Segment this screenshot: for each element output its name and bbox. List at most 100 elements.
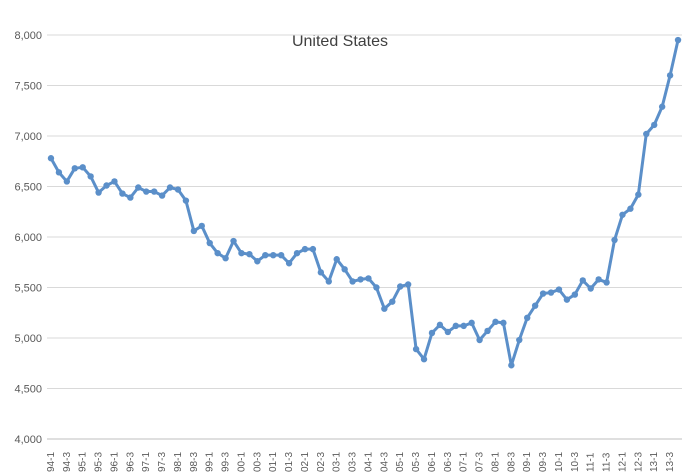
- x-tick-label: 00-1: [236, 452, 247, 472]
- data-point-03-4: [357, 276, 364, 283]
- x-tick-label: 09-3: [538, 452, 549, 472]
- x-tick-label: 98-1: [173, 452, 184, 472]
- data-point-01-4: [293, 249, 301, 257]
- x-tick-label: 99-1: [205, 452, 216, 472]
- data-point-08-1: [492, 318, 499, 326]
- data-point-11-4: [611, 236, 618, 244]
- data-point-95-3: [95, 189, 102, 196]
- data-point-07-3: [476, 336, 483, 344]
- x-tick-label: 08-1: [490, 452, 501, 472]
- data-point-04-4: [389, 298, 396, 305]
- x-tick-label: 10-1: [554, 452, 565, 472]
- x-tick-label: 97-1: [141, 452, 152, 472]
- y-tick-label: 6,000: [14, 232, 42, 244]
- data-point-00-1: [238, 249, 245, 257]
- x-axis-ticks: 94-1 94-3 95-1 95-3 96-1 96-3 97-1 97-3 98-1 98-3…: [46, 452, 676, 472]
- series-line: [49, 39, 680, 367]
- data-point-00-4: [262, 251, 269, 259]
- x-tick-label: 02-3: [316, 452, 327, 472]
- data-point-98-1: [174, 186, 182, 193]
- x-tick-label: 05-1: [395, 452, 406, 472]
- y-tick-label: 7,000: [14, 131, 42, 143]
- data-point-00-3: [254, 258, 261, 265]
- x-tick-label: 13-1: [649, 452, 660, 472]
- x-tick-label: 07-1: [459, 452, 470, 472]
- data-point-02-4: [325, 278, 332, 285]
- x-tick-label: 95-3: [94, 452, 105, 472]
- y-tick-label: 4,500: [14, 384, 42, 396]
- x-tick-label: 98-3: [189, 452, 200, 472]
- data-point-98-2: [182, 197, 190, 204]
- data-point-96-2: [119, 190, 126, 197]
- x-tick-label: 01-1: [268, 452, 279, 472]
- data-point-06-2: [436, 321, 444, 329]
- data-point-94-2: [55, 169, 63, 176]
- data-point-12-2: [627, 205, 634, 212]
- data-point-99-3: [222, 255, 229, 262]
- data-point-13-4: [674, 36, 682, 44]
- data-point-95-1: [79, 164, 86, 171]
- data-point-97-1: [143, 188, 150, 195]
- x-tick-label: 04-1: [363, 452, 374, 472]
- data-point-09-2: [531, 302, 539, 309]
- data-point-08-2: [500, 319, 507, 327]
- x-tick-label: 02-1: [300, 452, 311, 472]
- data-point-98-3: [190, 227, 198, 235]
- data-point-11-2: [595, 276, 602, 283]
- y-tick-label: 7,500: [14, 81, 42, 93]
- data-point-04-2: [373, 284, 380, 291]
- y-axis-ticks: 4,000 4,500 5,000 5,500 6,000 6,500 7,000 7,500…: [14, 30, 42, 446]
- data-point-98-4: [198, 222, 205, 230]
- data-point-12-3: [635, 191, 642, 198]
- data-point-02-3: [317, 269, 325, 276]
- data-point-09-3: [539, 290, 547, 297]
- x-tick-label: 94-3: [62, 452, 73, 472]
- data-point-99-4: [230, 237, 237, 245]
- x-tick-label: 13-3: [665, 452, 676, 472]
- data-point-03-2: [341, 266, 348, 273]
- data-point-94-4: [71, 165, 78, 172]
- data-point-06-3: [444, 328, 452, 336]
- x-tick-label: 11-1: [586, 452, 597, 472]
- data-point-05-4: [420, 356, 428, 363]
- x-tick-label: 99-3: [221, 452, 232, 472]
- data-point-10-3: [571, 291, 579, 298]
- data-point-07-4: [484, 327, 491, 335]
- x-tick-label: 05-3: [411, 452, 422, 472]
- data-point-12-4: [643, 130, 650, 138]
- data-point-97-3: [158, 192, 166, 199]
- x-tick-label: 11-3: [602, 452, 613, 472]
- y-tick-label: 8,000: [14, 30, 42, 42]
- x-tick-label: 06-3: [443, 452, 454, 472]
- data-point-02-1: [301, 245, 309, 253]
- data-point-13-2: [658, 103, 666, 110]
- data-point-01-2: [277, 251, 285, 259]
- data-point-01-3: [285, 260, 293, 267]
- data-point-01-1: [270, 251, 277, 259]
- data-point-13-1: [651, 121, 658, 129]
- data-point-06-4: [452, 322, 459, 330]
- data-point-05-1: [397, 283, 404, 290]
- x-tick-label: 12-3: [633, 452, 644, 472]
- data-point-97-2: [150, 188, 158, 195]
- x-tick-label: 09-1: [522, 452, 533, 472]
- x-tick-label: 95-1: [78, 452, 89, 472]
- x-tick-label: 08-3: [506, 452, 517, 472]
- data-point-09-1: [524, 314, 531, 321]
- x-tick-label: 12-1: [617, 452, 628, 472]
- x-tick-label: 94-1: [46, 452, 57, 472]
- data-point-05-2: [404, 281, 412, 288]
- data-point-11-1: [587, 285, 594, 292]
- x-tick-label: 00-3: [252, 452, 263, 472]
- data-point-96-4: [135, 184, 142, 191]
- data-point-94-1: [47, 155, 55, 162]
- y-tick-label: 5,000: [14, 333, 42, 345]
- data-point-08-4: [516, 336, 523, 344]
- x-tick-label: 10-3: [570, 452, 581, 472]
- data-point-00-2: [246, 250, 253, 258]
- data-point-10-1: [555, 286, 563, 293]
- data-point-10-4: [579, 277, 586, 284]
- x-tick-label: 03-3: [348, 452, 359, 472]
